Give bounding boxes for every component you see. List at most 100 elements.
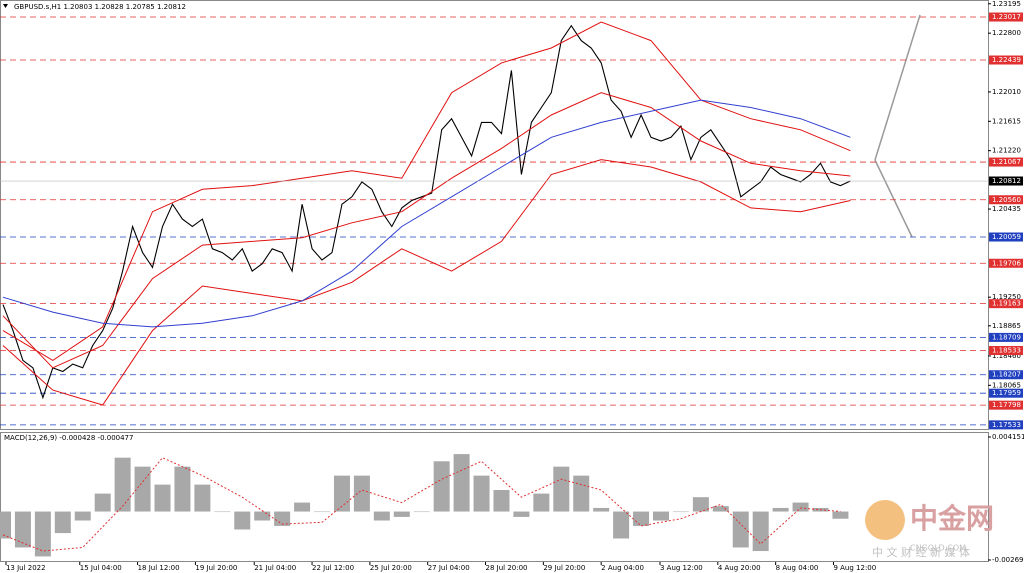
level-label: 1.18207 (992, 371, 1021, 379)
macd-bar (314, 511, 331, 513)
main-frame (0, 0, 989, 430)
indicator-line (2, 159, 851, 406)
level-label: 1.19706 (992, 259, 1021, 267)
x-tick-label: 3 Aug 12:00 (660, 564, 703, 572)
level-label: 1.17959 (992, 389, 1021, 397)
y-tick-label: 1.21615 (992, 117, 1021, 125)
price-label: 1.20812 (992, 177, 1021, 185)
macd-bar (353, 475, 370, 512)
x-tick-label: 13 Jul 2022 (6, 564, 46, 572)
x-tick-label: 27 Jul 04:00 (428, 564, 470, 572)
watermark-logo: 中金网 (910, 502, 994, 535)
indicator-line (2, 92, 851, 369)
macd-bar (194, 484, 211, 512)
level-label: 1.18533 (992, 346, 1021, 354)
level-label-box (989, 157, 1023, 167)
watermark-logo-icon (865, 500, 905, 540)
level-label-box (989, 370, 1023, 380)
x-tick-label: 29 Jul 20:00 (543, 564, 585, 572)
x-tick-label: 8 Aug 04:00 (776, 564, 819, 572)
level-label-box (989, 12, 1023, 22)
indicator-line (2, 99, 851, 328)
macd-bar (453, 454, 470, 512)
macd-bar (433, 461, 450, 512)
macd-bar (712, 506, 729, 512)
x-tick-label: 18 Jul 12:00 (138, 564, 180, 572)
y-tick-label: 1.19250 (992, 293, 1021, 301)
level-label-box (989, 195, 1023, 205)
macd-bar (413, 511, 430, 513)
x-tick-label: 15 Jul 04:00 (80, 564, 122, 572)
macd-bar (473, 475, 490, 512)
macd-bar (333, 475, 350, 512)
macd-bar (533, 493, 550, 512)
macd-bar (672, 511, 689, 513)
macd-bar (134, 466, 151, 512)
macd-bar (752, 511, 769, 552)
macd-bar (772, 507, 789, 512)
macd-bar (513, 511, 530, 517)
level-label: 1.21067 (992, 158, 1021, 166)
price-label-box (989, 176, 1023, 186)
y-tick-label: 1.21220 (992, 147, 1021, 155)
macd-bar (0, 511, 11, 539)
projection-arrow (874, 14, 921, 161)
macd-bar (294, 502, 311, 512)
level-label-box (989, 332, 1023, 342)
macd-bar (214, 511, 231, 513)
macd-bar (553, 466, 570, 512)
macd-title: MACD(12,26,9) -0.000428 -0.000477 (4, 434, 133, 442)
macd-bar (393, 511, 410, 517)
macd-bar (154, 484, 171, 512)
level-label-box (989, 258, 1023, 268)
signal-line (2, 457, 841, 552)
header-icon (3, 4, 8, 8)
macd-bar (34, 511, 51, 557)
macd-bar (613, 511, 630, 539)
y-tick-label: 1.18865 (992, 322, 1021, 330)
level-label-box (989, 55, 1023, 65)
macd-bar (593, 507, 610, 512)
macd-bar (652, 511, 669, 521)
level-label-box (989, 420, 1023, 430)
macd-bar (373, 511, 390, 521)
level-label-box (989, 388, 1023, 398)
macd-bar (174, 466, 191, 512)
indicator-line (2, 21, 851, 361)
y-tick-label: 1.22800 (992, 29, 1021, 37)
macd-bar (732, 511, 749, 548)
macd-bar (692, 497, 709, 512)
level-label: 1.17798 (992, 401, 1021, 409)
x-tick-label: 4 Aug 20:00 (718, 564, 761, 572)
level-label: 1.20059 (992, 233, 1021, 241)
macd-bar (14, 511, 31, 548)
x-tick-label: 22 Jul 12:00 (312, 564, 354, 572)
macd-bar (573, 475, 590, 512)
macd-bar (54, 511, 71, 534)
level-label-box (989, 400, 1023, 410)
projection-arrow (874, 159, 913, 238)
watermark-site: CNGOLD.COM (910, 544, 966, 553)
macd-bar (274, 511, 291, 526)
watermark-slogan: 中 文 财 经 新 媒 体 (872, 545, 970, 559)
macd-bar (633, 511, 650, 526)
macd-bar (832, 511, 849, 519)
header: GBPUSD.s,H1 1.20803 1.20828 1.20785 1.20… (14, 3, 186, 11)
x-tick-label: 19 Jul 20:00 (195, 564, 237, 572)
level-label-box (989, 232, 1023, 242)
y-tick-label: 1.18065 (992, 381, 1021, 389)
macd-bar (493, 489, 510, 512)
x-tick-label: 25 Jul 20:00 (370, 564, 412, 572)
y-tick-label: 1.20435 (992, 205, 1021, 213)
level-label: 1.23017 (992, 13, 1021, 21)
macd-bar (254, 511, 271, 521)
macd-bar (114, 457, 131, 512)
macd-bar (74, 511, 91, 521)
macd-bar (94, 493, 111, 512)
macd-bar (792, 502, 809, 512)
level-label: 1.18709 (992, 333, 1021, 341)
level-label: 1.19163 (992, 300, 1021, 308)
